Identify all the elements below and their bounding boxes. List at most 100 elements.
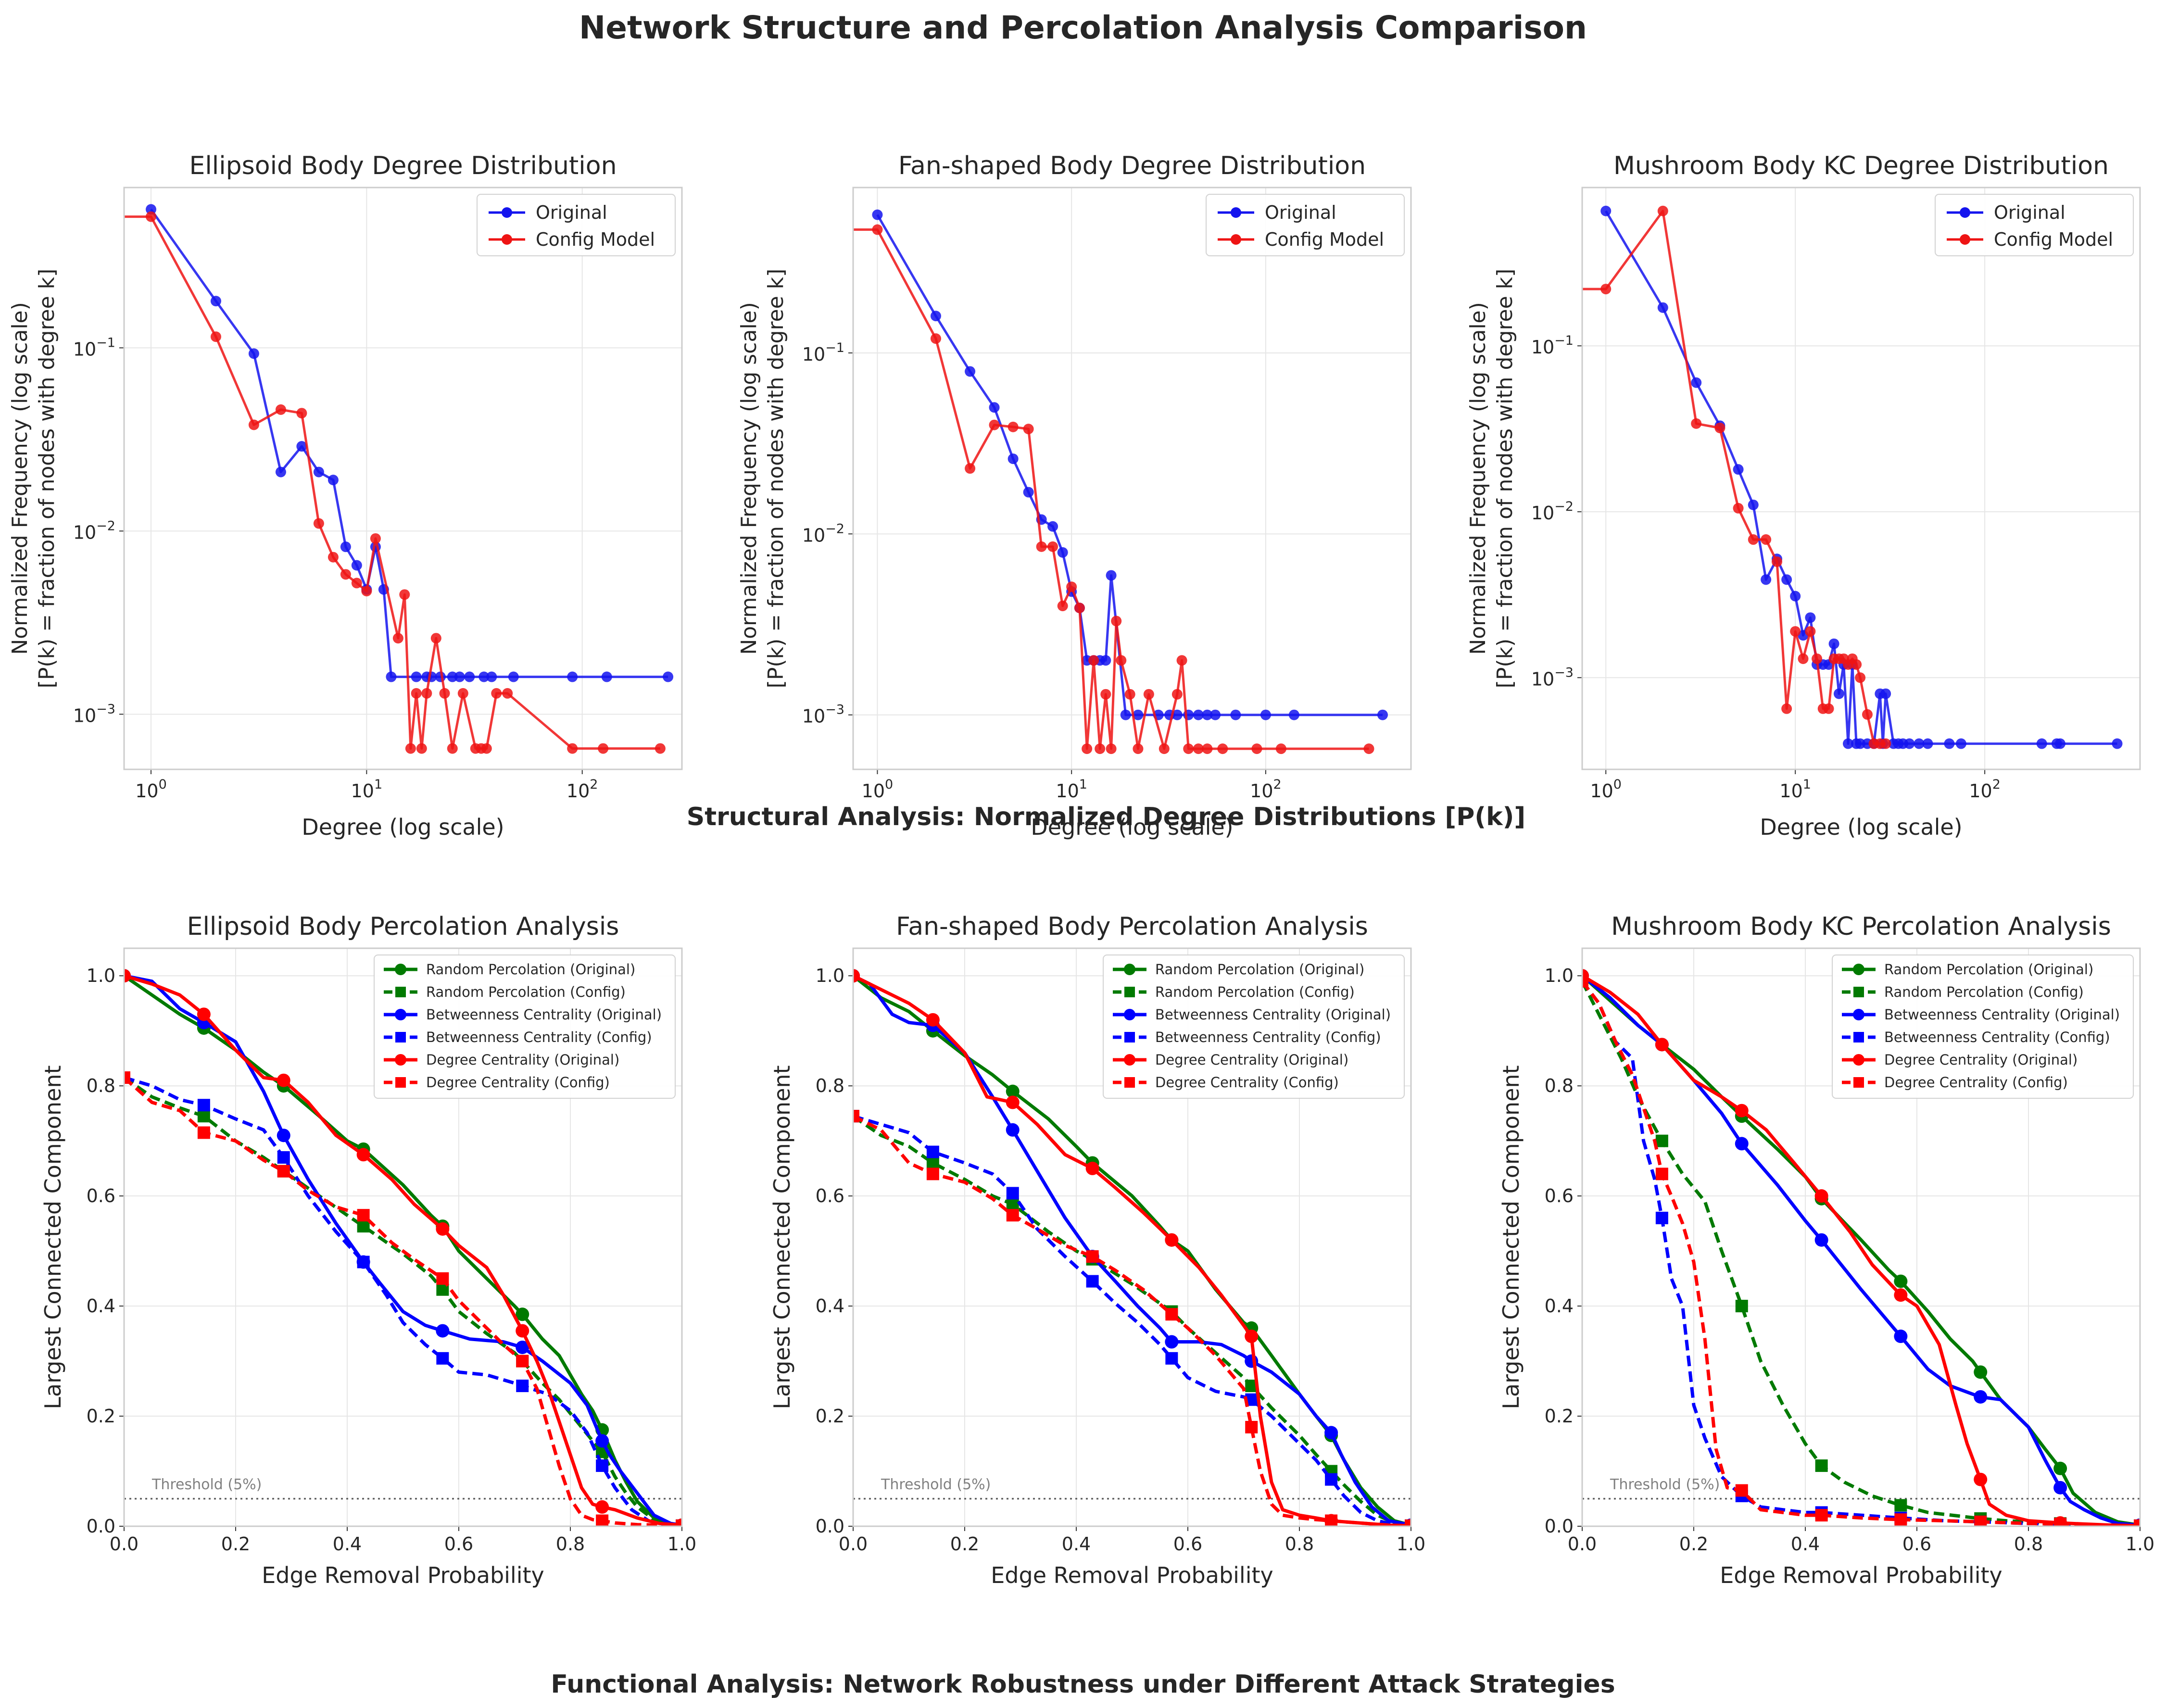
y-tick-label: 0.6 [1545,1185,1574,1206]
data-point [926,1145,939,1158]
legend-swatch-marker [1124,1032,1135,1042]
x-tick-label: 0.4 [333,1533,362,1555]
data-point [1230,709,1241,720]
data-point [1600,205,1612,216]
data-point [1100,655,1111,666]
series-line-3 [853,974,1411,1526]
data-point [1748,499,1759,510]
legend-swatch-marker [395,987,406,997]
legend-swatch-marker [1960,234,1970,245]
legend-swatch-marker [395,1077,406,1088]
legend-swatch-marker [1960,207,1970,218]
legend-label: Config Model [536,229,655,250]
legend-label: Betweenness Centrality (Config) [1155,1029,1381,1045]
data-point [399,589,410,600]
chart-title: Ellipsoid Body Percolation Analysis [187,912,619,941]
plot-frame [852,947,1412,1527]
data-point [124,1071,130,1084]
data-point [1007,453,1019,465]
data-point [926,1156,939,1169]
data-point [1904,738,1915,749]
legend-box [374,954,676,1099]
data-point [1790,590,1801,602]
y-tick-label: 0.0 [816,1516,844,1537]
data-point [1325,1473,1338,1486]
legend-swatch-marker [1853,1054,1864,1066]
legend-swatch-marker [1124,987,1135,997]
plot-frame [123,187,683,770]
data-point [327,552,339,563]
data-point [357,1256,370,1268]
y-tick-label: 0.4 [1545,1295,1574,1317]
x-axis-label: Edge Removal Probability [262,1562,544,1588]
data-point [567,743,578,754]
data-point [436,1272,449,1285]
data-point [313,466,324,477]
legend: Random Percolation (Original) Random Perc… [1832,954,2134,1099]
x-tick-label: 0.8 [1285,1533,1314,1555]
data-point [567,671,578,682]
data-point [1815,1509,1828,1522]
data-point [1880,738,1891,749]
legend-label: Random Percolation (Original) [426,961,635,978]
chart-panel-4: 0.0 0.2 0.4 0.6 0.8 1.0 0.0 0.2 0.4 0.6 0.8 1.0 Thre… [40,912,696,1588]
x-tick-label: 0.2 [221,1533,250,1555]
data-point [392,633,403,644]
data-point [1202,743,1213,754]
data-point [210,296,221,307]
data-point [516,1380,529,1393]
data-point [277,1151,290,1164]
figure-title: Network Structure and Percolation Analys… [579,9,1587,46]
x-tick-label: 0.4 [1791,1533,1820,1555]
data-point [1781,574,1792,585]
data-point [1111,615,1122,627]
data-point [124,969,131,983]
data-point [1894,1499,1907,1512]
legend-swatch-marker [502,234,512,245]
x-tick-label: 102 [567,777,598,802]
data-point [1814,1233,1828,1247]
legend: Original Config Model [1206,194,1405,256]
legend-label: Config Model [1265,229,1384,250]
data-point [663,671,674,682]
y-tick-label: 1.0 [816,965,844,986]
data-point [1600,284,1612,295]
data-point [1133,743,1144,754]
data-point [1260,709,1271,720]
y-tick-label: 0.8 [87,1075,115,1096]
y-tick-label: 10−1 [73,335,115,360]
y-tick-label: 0.2 [87,1406,115,1427]
legend-label: Betweenness Centrality (Original) [1884,1006,2120,1023]
data-point [1922,738,1933,749]
data-point [146,211,157,222]
legend-box [477,194,676,256]
data-point [1974,1390,1988,1404]
section-title-functional: Functional Analysis: Network Robustness … [551,1670,1615,1699]
data-point [1655,1211,1668,1224]
data-point [930,333,941,344]
data-point [2134,1519,2140,1526]
data-point [1894,1330,1908,1344]
x-tick-label: 1.0 [667,1533,696,1555]
data-point [516,1324,529,1338]
section-title-structural: Structural Analysis: Normalized Degree D… [687,803,1525,831]
legend-label: Random Percolation (Config) [1155,984,1355,1000]
data-point [872,209,883,220]
data-point [457,688,468,699]
data-point [926,1168,939,1181]
data-point [1193,743,1204,754]
data-point [464,671,475,682]
data-point [1733,464,1744,475]
series-group [124,204,674,754]
data-point [1183,743,1194,754]
data-point [277,1165,290,1178]
y-tick-label: 0.4 [816,1295,844,1317]
plot-area [124,188,682,769]
legend-box [1935,194,2134,256]
data-point [1974,1472,1988,1486]
y-tick-label: 0.8 [1545,1075,1574,1096]
y-tick-label: 1.0 [1545,965,1574,986]
y-tick-label: 10−2 [1531,499,1574,524]
data-point [1100,689,1111,700]
x-tick-label: 0.6 [1902,1533,1931,1555]
